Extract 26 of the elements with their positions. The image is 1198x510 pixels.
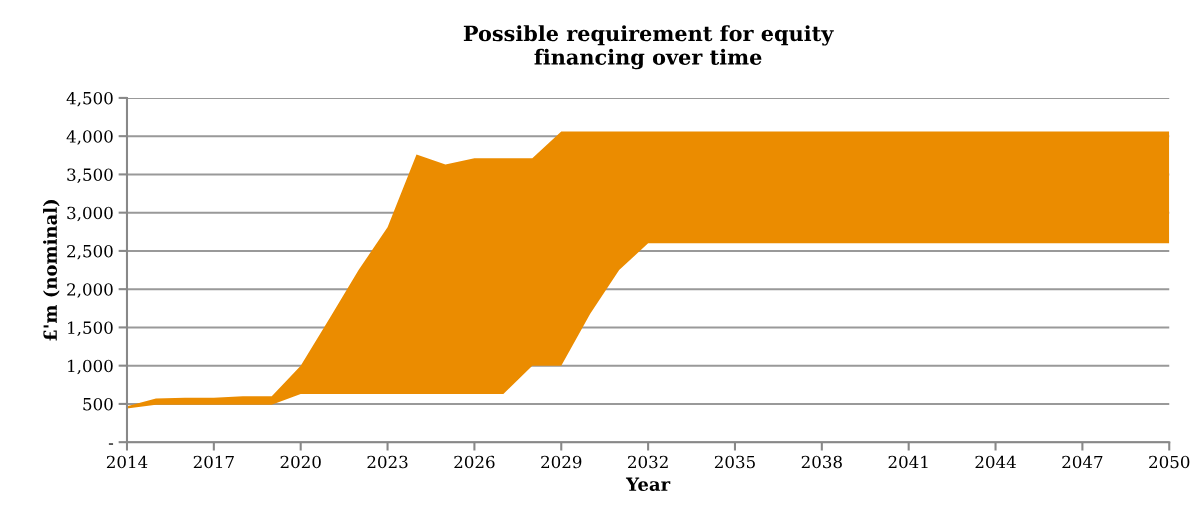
y-tick-label: 4,000 — [66, 130, 113, 145]
x-tick-label: 2017 — [193, 455, 234, 469]
x-axis-title: Year — [625, 477, 671, 492]
x-tick-label: 2026 — [454, 455, 495, 469]
x-tick-label: 2023 — [367, 455, 408, 469]
x-tick-label: 2020 — [280, 455, 321, 469]
y-axis-title: £'m (nominal) — [43, 200, 60, 341]
y-tick-label: 2,500 — [67, 244, 113, 260]
x-tick-label: 2047 — [1062, 455, 1103, 469]
x-tick-label: 2041 — [888, 455, 928, 469]
x-tick-label: 2032 — [628, 455, 668, 469]
x-tick-label: 2029 — [541, 455, 582, 469]
x-tick-label: 2044 — [975, 455, 1016, 469]
x-tick-label: 2014 — [106, 455, 148, 469]
x-tick-label: 2035 — [714, 455, 755, 469]
x-tick-label: 2038 — [801, 455, 842, 469]
y-tick-label: 500 — [83, 397, 113, 411]
chart-title: Possible requirement for equity financing over time — [463, 25, 834, 70]
y-tick-label: 3,500 — [67, 168, 113, 184]
y-tick-label: - — [108, 443, 114, 445]
x-tick-label: 2050 — [1149, 455, 1190, 469]
y-tick-label: 1,500 — [68, 321, 113, 337]
y-tick-label: 4,500 — [66, 91, 113, 107]
y-tick-label: 1,000 — [68, 359, 113, 375]
y-tick-label: 3,000 — [67, 206, 113, 222]
y-tick-label: 2,000 — [67, 283, 113, 298]
